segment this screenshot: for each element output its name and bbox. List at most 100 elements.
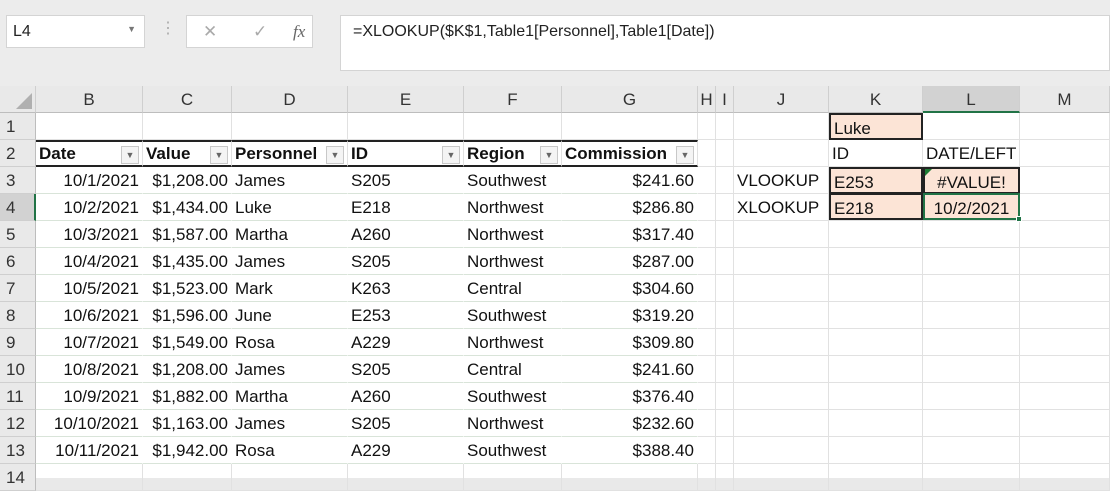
select-all-corner[interactable] [0, 86, 36, 113]
table-cell[interactable]: $1,435.00 [143, 248, 232, 275]
table-cell[interactable]: $232.60 [562, 410, 698, 437]
cell[interactable] [716, 410, 734, 437]
column-header-M[interactable]: M [1020, 86, 1110, 113]
cell[interactable] [716, 194, 734, 221]
row-header-6[interactable]: 6 [0, 248, 36, 275]
table-header-personnel[interactable]: Personnel ▼ [232, 140, 348, 167]
table-cell[interactable]: $388.40 [562, 437, 698, 464]
lookup-value-cell[interactable]: Luke [829, 113, 923, 140]
row-header-1[interactable]: 1 [0, 113, 36, 140]
table-cell[interactable]: S205 [348, 167, 464, 194]
table-cell[interactable]: Northwest [464, 221, 562, 248]
table-cell[interactable]: Rosa [232, 437, 348, 464]
cell[interactable] [1020, 194, 1110, 221]
cell[interactable] [734, 248, 829, 275]
cell[interactable] [734, 221, 829, 248]
table-header-region[interactable]: Region ▼ [464, 140, 562, 167]
table-cell[interactable]: 10/4/2021 [36, 248, 143, 275]
table-cell[interactable]: S205 [348, 410, 464, 437]
cell[interactable] [1020, 113, 1110, 140]
cell[interactable] [734, 410, 829, 437]
filter-dropdown-icon[interactable]: ▼ [121, 146, 139, 164]
cancel-icon[interactable]: ✕ [203, 22, 218, 41]
table-cell[interactable]: A229 [348, 437, 464, 464]
cell[interactable] [698, 194, 716, 221]
table-cell[interactable]: Mark [232, 275, 348, 302]
cell[interactable] [923, 221, 1020, 248]
cell[interactable] [923, 437, 1020, 464]
vlookup-result-cell[interactable]: #VALUE! [923, 167, 1020, 194]
cell[interactable] [923, 275, 1020, 302]
table-cell[interactable]: A229 [348, 329, 464, 356]
table-cell[interactable]: James [232, 248, 348, 275]
table-cell[interactable]: Northwest [464, 329, 562, 356]
cell[interactable] [698, 383, 716, 410]
filter-dropdown-icon[interactable]: ▼ [210, 146, 228, 164]
cell[interactable] [734, 356, 829, 383]
cell[interactable] [698, 221, 716, 248]
table-cell[interactable]: 10/11/2021 [36, 437, 143, 464]
cell[interactable] [923, 248, 1020, 275]
table-cell[interactable]: $376.40 [562, 383, 698, 410]
table-cell[interactable]: James [232, 356, 348, 383]
cell[interactable] [716, 329, 734, 356]
row-header-2[interactable]: 2 [0, 140, 36, 167]
filter-dropdown-icon[interactable]: ▼ [540, 146, 558, 164]
cell[interactable] [348, 113, 464, 140]
cell[interactable] [1020, 140, 1110, 167]
table-cell[interactable]: $286.80 [562, 194, 698, 221]
table-cell[interactable]: $1,163.00 [143, 410, 232, 437]
column-header-H[interactable]: H [698, 86, 716, 113]
cell[interactable] [829, 275, 923, 302]
xlookup-result-cell-selected[interactable]: 10/2/2021 [923, 193, 1020, 220]
cell[interactable] [734, 140, 829, 167]
table-header-value[interactable]: Value ▼ [143, 140, 232, 167]
cell[interactable] [734, 329, 829, 356]
column-header-L[interactable]: L [923, 86, 1020, 113]
cell[interactable] [923, 329, 1020, 356]
cell[interactable] [716, 302, 734, 329]
cell[interactable] [716, 221, 734, 248]
table-cell[interactable]: 10/6/2021 [36, 302, 143, 329]
cell[interactable] [716, 113, 734, 140]
cell[interactable] [1020, 356, 1110, 383]
table-cell[interactable]: James [232, 410, 348, 437]
table-cell[interactable]: 10/9/2021 [36, 383, 143, 410]
table-cell[interactable]: E253 [348, 302, 464, 329]
table-cell[interactable]: Southwest [464, 302, 562, 329]
cell[interactable] [829, 410, 923, 437]
row-header-5[interactable]: 5 [0, 221, 36, 248]
cell[interactable] [829, 383, 923, 410]
table-cell[interactable]: 10/10/2021 [36, 410, 143, 437]
table-cell[interactable]: 10/1/2021 [36, 167, 143, 194]
table-cell[interactable]: 10/3/2021 [36, 221, 143, 248]
cell[interactable] [716, 248, 734, 275]
cell[interactable] [698, 113, 716, 140]
table-cell[interactable]: $1,434.00 [143, 194, 232, 221]
cell[interactable] [734, 113, 829, 140]
column-header-I[interactable]: I [716, 86, 734, 113]
cell[interactable] [716, 167, 734, 194]
cell[interactable] [716, 383, 734, 410]
table-header-id[interactable]: ID ▼ [348, 140, 464, 167]
table-cell[interactable]: Martha [232, 221, 348, 248]
cell[interactable] [1020, 329, 1110, 356]
column-header-G[interactable]: G [562, 86, 698, 113]
cell[interactable] [1020, 383, 1110, 410]
column-header-J[interactable]: J [734, 86, 829, 113]
table-cell[interactable]: Northwest [464, 248, 562, 275]
row-header-7[interactable]: 7 [0, 275, 36, 302]
cell[interactable] [716, 140, 734, 167]
cell[interactable] [1020, 410, 1110, 437]
table-cell[interactable]: Northwest [464, 194, 562, 221]
table-header-date[interactable]: Date ▼ [36, 140, 143, 167]
cell[interactable] [829, 221, 923, 248]
cell[interactable] [698, 410, 716, 437]
cell[interactable] [923, 383, 1020, 410]
table-cell[interactable]: $1,596.00 [143, 302, 232, 329]
cell[interactable] [923, 113, 1020, 140]
cell[interactable] [1020, 248, 1110, 275]
table-header-commission[interactable]: Commission ▼ [562, 140, 698, 167]
table-cell[interactable]: $1,587.00 [143, 221, 232, 248]
table-cell[interactable]: $317.40 [562, 221, 698, 248]
